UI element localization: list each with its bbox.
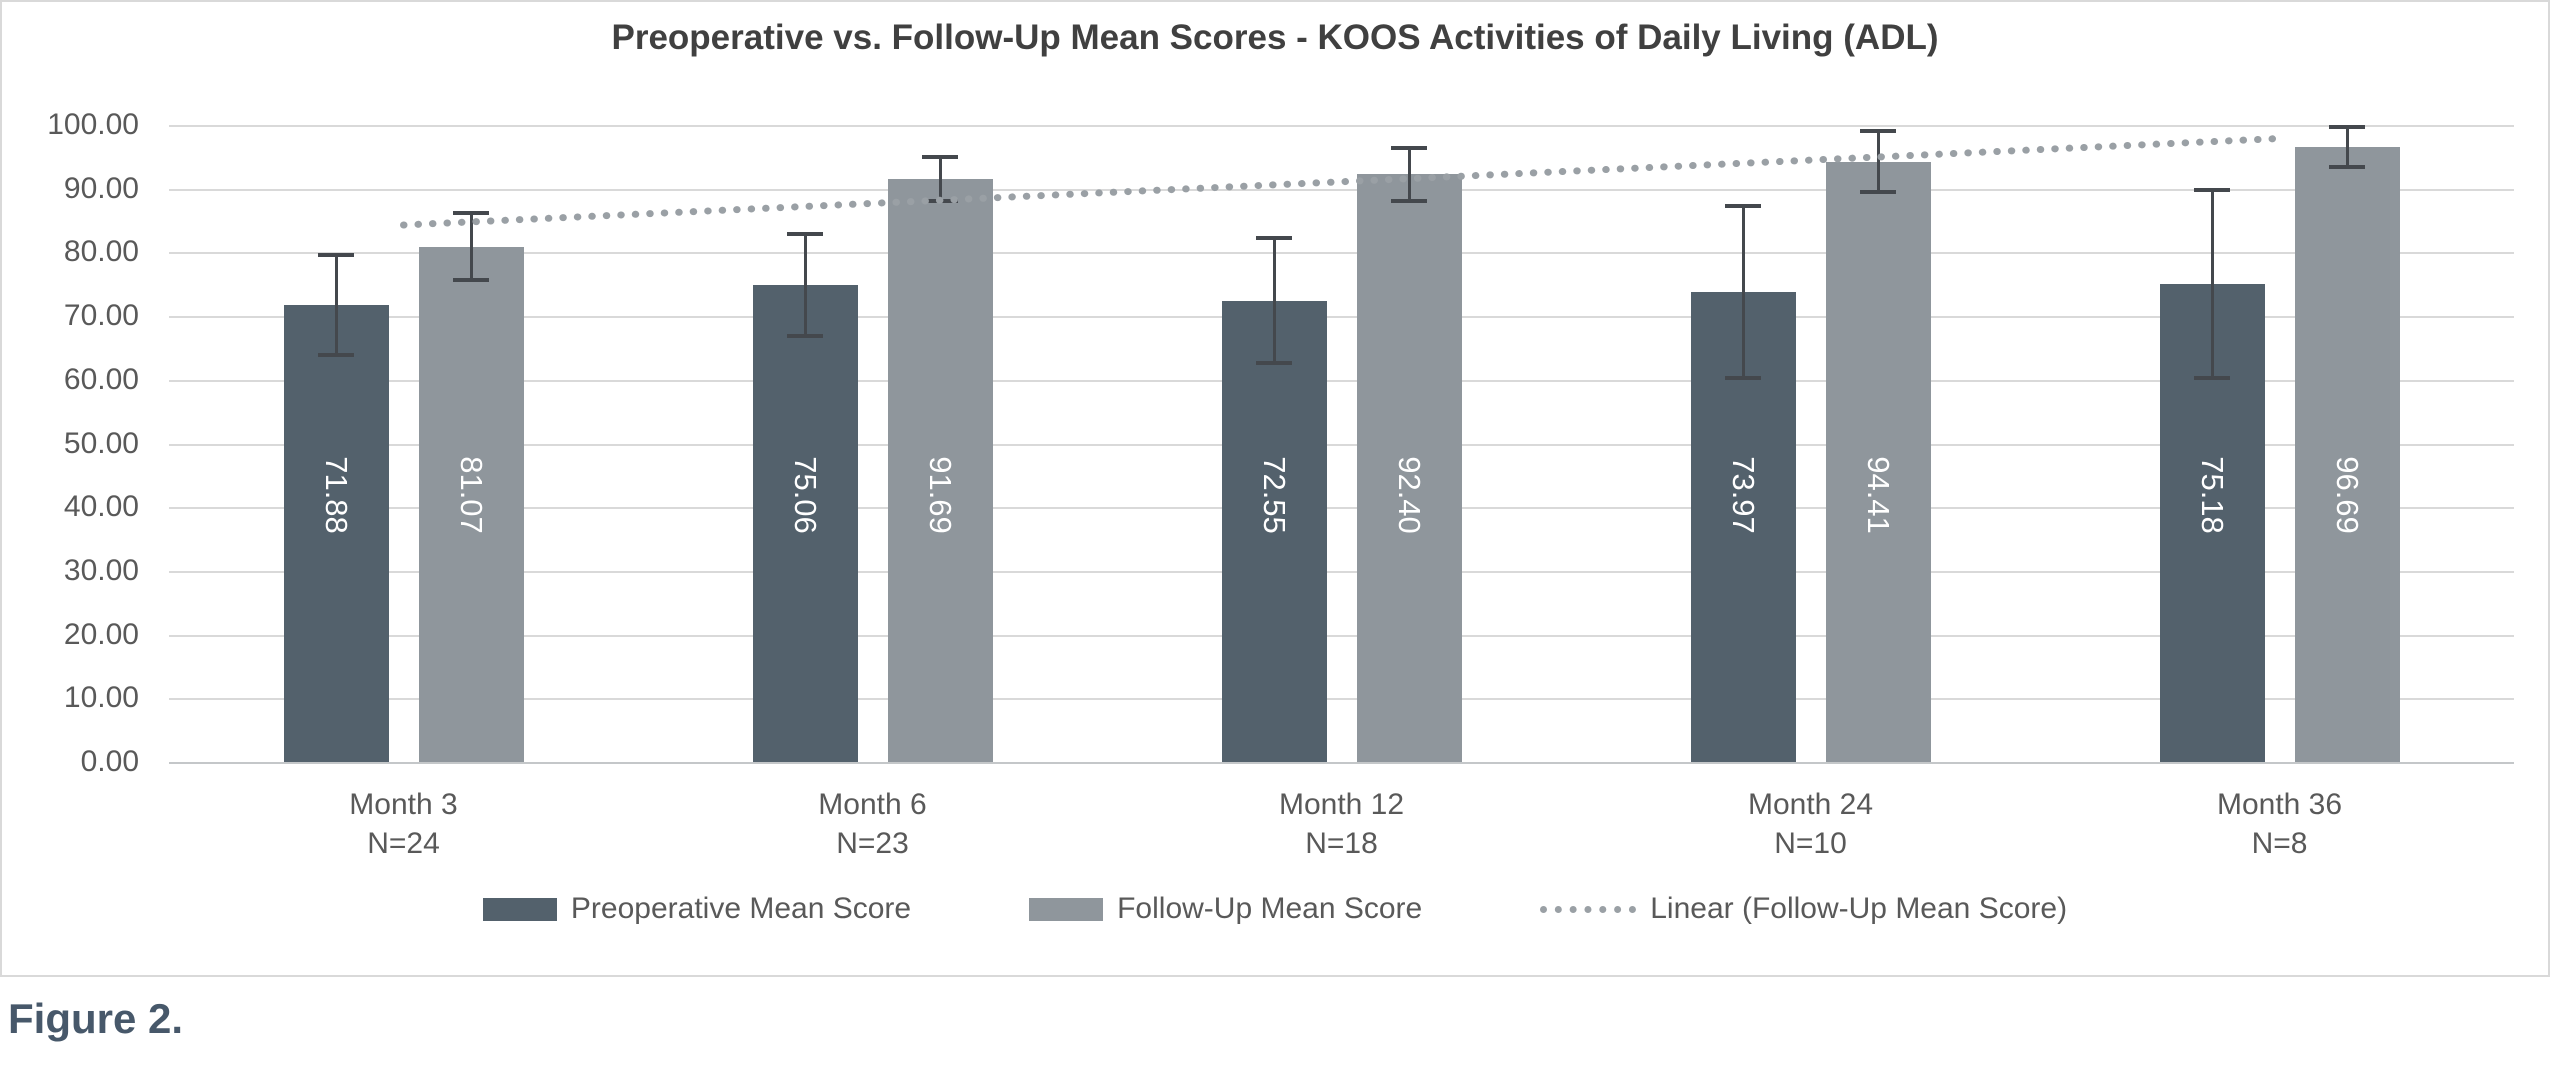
gridline <box>169 570 2514 573</box>
error-bar-cap <box>1391 198 1427 203</box>
y-axis-tick-label: 0.00 <box>80 745 139 778</box>
chart-container: Preoperative vs. Follow-Up Mean Scores -… <box>0 0 2550 977</box>
error-bar-cap <box>2194 188 2230 193</box>
y-axis-tick-label: 90.00 <box>63 171 139 205</box>
legend-item: Preoperative Mean Score <box>482 892 912 926</box>
error-bar <box>2345 126 2349 168</box>
followup-bar-month-24 <box>1825 161 1931 763</box>
legend-label: Preoperative Mean Score <box>570 892 912 925</box>
gridline <box>169 443 2514 446</box>
x-axis-label-month-12: Month 12 N=18 <box>1278 788 1405 860</box>
error-bar-cap <box>318 353 354 358</box>
bar-value-label: 71.88 <box>319 456 354 535</box>
gridline <box>169 634 2514 637</box>
error-bar-cap <box>318 253 354 258</box>
error-bar-cap <box>1725 375 1761 380</box>
bar-value-label: 75.06 <box>788 456 823 535</box>
legend-dotted-line-swatch <box>1540 905 1637 913</box>
error-bar-cap <box>922 155 958 160</box>
x-axis-label-month-3: Month 3 N=24 <box>349 788 458 860</box>
preoperative-bar-month-12 <box>1221 300 1327 763</box>
plot-area: 71.88 81.07 75.06 91.69 72.55 92.40 73.97 94.41… <box>169 124 2514 764</box>
legend-swatch <box>1029 897 1104 921</box>
error-bar-cap <box>1725 203 1761 208</box>
error-bar <box>469 213 473 280</box>
error-bar-cap <box>453 277 489 282</box>
followup-bar-month-12 <box>1356 174 1462 763</box>
error-bar-cap <box>453 211 489 216</box>
error-bar-cap <box>2329 124 2365 129</box>
legend-swatch <box>482 897 557 921</box>
gridline <box>169 379 2514 382</box>
gridline <box>169 252 2514 255</box>
bar-value-label: 75.18 <box>2195 456 2230 535</box>
y-axis-tick-label: 20.00 <box>63 617 139 651</box>
y-axis-tick-label: 10.00 <box>63 681 139 715</box>
y-axis-tick-label: 30.00 <box>63 553 139 587</box>
error-bar-cap <box>2329 165 2365 170</box>
preoperative-bar-month-6 <box>752 284 858 763</box>
bar-value-label: 73.97 <box>1726 456 1761 535</box>
bar-value-label: 72.55 <box>1257 456 1292 535</box>
legend-item-trendline: Linear (Follow-Up Mean Score) <box>1540 892 2067 926</box>
y-axis-tick-label: 60.00 <box>63 362 139 396</box>
x-axis-label-month-24: Month 24 N=10 <box>1747 788 1874 860</box>
y-axis-tick-label: 70.00 <box>63 299 139 333</box>
figure-caption: Figure 2. <box>8 995 184 1042</box>
bar-value-label: 92.40 <box>1392 456 1427 535</box>
error-bar <box>334 255 338 356</box>
bar-value-label: 94.41 <box>1861 456 1896 535</box>
gridline <box>169 507 2514 510</box>
error-bar-cap <box>922 198 958 203</box>
x-axis-line <box>169 762 2514 764</box>
y-axis-tick-label: 50.00 <box>63 426 139 460</box>
error-bar-cap <box>2194 375 2230 380</box>
error-bar <box>1876 131 1880 193</box>
y-axis-tick-label: 100.00 <box>47 108 139 141</box>
y-axis-tick-label: 40.00 <box>63 490 139 524</box>
followup-bar-month-36 <box>2294 147 2400 763</box>
error-bar-cap <box>1391 146 1427 151</box>
followup-bar-month-3 <box>418 246 524 763</box>
legend: Preoperative Mean Score Follow-Up Mean Sc… <box>2 892 2548 926</box>
x-axis-label-month-6: Month 6 N=23 <box>818 788 927 860</box>
error-bar <box>938 157 942 201</box>
error-bar <box>803 233 807 336</box>
gridline <box>169 698 2514 701</box>
error-bar-cap <box>787 231 823 236</box>
x-axis-label-month-36: Month 36 N=8 <box>2216 788 2343 860</box>
gridline <box>169 125 2514 127</box>
legend-label: Linear (Follow-Up Mean Score) <box>1650 892 2068 925</box>
error-bar <box>1272 238 1276 364</box>
error-bar-cap <box>1256 236 1292 241</box>
chart-title: Preoperative vs. Follow-Up Mean Scores -… <box>611 18 1939 57</box>
y-axis-tick-label: 80.00 <box>63 235 139 269</box>
error-bar-cap <box>1256 361 1292 366</box>
error-bar <box>1407 148 1411 201</box>
followup-bar-month-6 <box>887 178 993 763</box>
error-bar <box>1741 205 1745 378</box>
error-bar <box>2210 190 2214 378</box>
error-bar-cap <box>1860 190 1896 195</box>
gridline <box>169 188 2514 191</box>
bar-value-label: 81.07 <box>454 456 489 535</box>
legend-label: Follow-Up Mean Score <box>1117 892 1423 925</box>
gridline <box>169 316 2514 319</box>
error-bar-cap <box>1860 129 1896 134</box>
bar-value-label: 96.69 <box>2330 456 2365 535</box>
preoperative-bar-month-3 <box>283 305 389 763</box>
legend-item: Follow-Up Mean Score <box>1029 892 1422 926</box>
bar-value-label: 91.69 <box>923 456 958 535</box>
error-bar-cap <box>787 333 823 338</box>
